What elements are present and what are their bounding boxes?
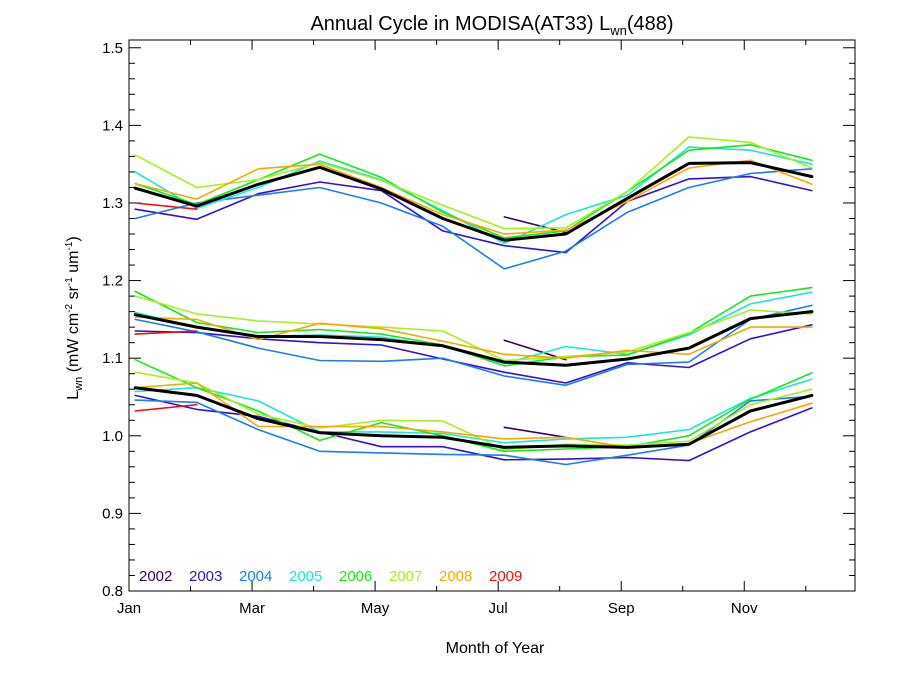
x-axis-label: Month of Year: [446, 640, 545, 657]
axis-ticks: Jan Mar May Jul Sep Nov 0.8 0.9 1.0 1.1 1.2 1.3 1.4 1…: [102, 40, 855, 617]
legend-entry-2002: 2002: [139, 568, 172, 585]
series-lines: [133, 136, 814, 466]
y-tick-label: 1.3: [102, 195, 123, 212]
legend-entry-2004: 2004: [239, 568, 272, 585]
series-line-2004: [134, 395, 813, 466]
series-line-2007: [134, 295, 813, 362]
series-line-2003: [134, 324, 813, 384]
y-tick-label: 1.5: [102, 40, 123, 57]
series-group: [133, 358, 814, 466]
series-line-2007: [134, 136, 813, 230]
legend-entry-2007: 2007: [389, 568, 422, 585]
x-tick-label: Mar: [239, 600, 265, 617]
series-line-2004: [134, 168, 813, 270]
x-tick-label: Jan: [117, 600, 141, 617]
plot-frame: [128, 39, 856, 592]
series-line-mean: [133, 310, 814, 367]
legend-entry-2005: 2005: [289, 568, 322, 585]
series-line-2002: [503, 426, 567, 439]
y-tick-label: 1.1: [102, 350, 123, 367]
legend-entry-2009: 2009: [489, 568, 522, 585]
y-tick-label: 1.0: [102, 428, 123, 445]
series-line-2005: [134, 146, 813, 245]
series-line-2008: [134, 159, 813, 235]
x-tick-label: Sep: [608, 600, 635, 617]
series-line-mean: [133, 161, 814, 242]
y-axis-label: Lwn (mW cm-2 sr-1 um-1): [64, 236, 85, 399]
legend-entry-2003: 2003: [189, 568, 222, 585]
legend: 2002 2003 2004 2005 2006 2007 2008 2009: [139, 568, 522, 585]
series-line-2009: [134, 202, 198, 210]
chart-title: Annual Cycle in MODISA(AT33) Lwn(488): [310, 13, 673, 38]
y-tick-label: 0.9: [102, 505, 123, 522]
y-tick-label: 0.8: [102, 583, 123, 600]
series-line-2004: [134, 304, 813, 387]
series-line-2009: [134, 403, 198, 412]
x-tick-label: Nov: [731, 600, 758, 617]
series-line-2009: [134, 330, 198, 335]
x-tick-label: May: [361, 600, 390, 617]
series-line-2002: [503, 216, 567, 234]
series-group: [133, 136, 814, 270]
y-tick-label: 1.4: [102, 117, 123, 134]
series-line-2005: [134, 378, 813, 444]
x-tick-label: Jul: [489, 600, 508, 617]
legend-entry-2006: 2006: [339, 568, 372, 585]
series-group: [133, 286, 814, 387]
legend-entry-2008: 2008: [439, 568, 472, 585]
series-line-mean: [133, 386, 814, 449]
series-line-2003: [134, 175, 813, 254]
y-tick-label: 1.2: [102, 273, 123, 290]
